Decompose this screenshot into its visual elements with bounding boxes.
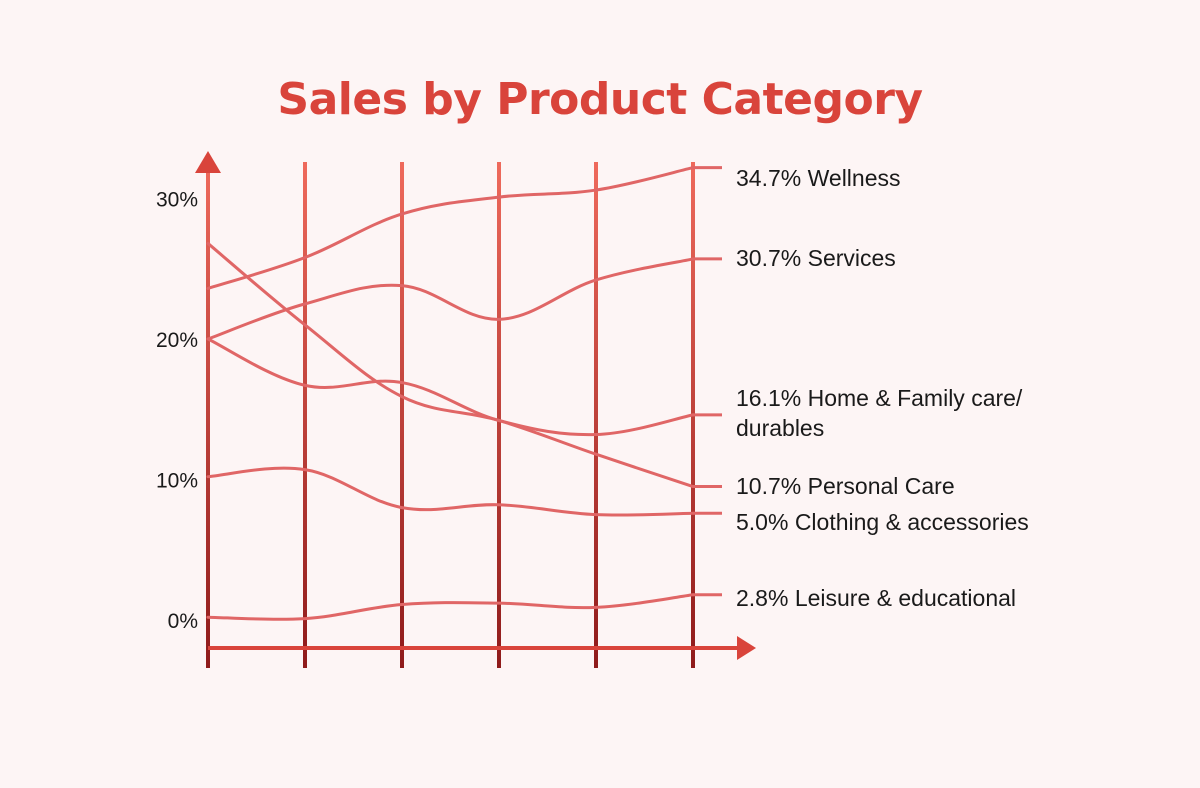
y-tick-label: 30%: [156, 189, 198, 212]
x-axis-arrow-icon: [737, 636, 756, 660]
series-label: 10.7% Personal Care: [736, 473, 955, 499]
series-label: 30.7% Services: [736, 245, 896, 271]
series-label: 2.8% Leisure & educational: [736, 585, 1016, 611]
series-label: 34.7% Wellness: [736, 165, 901, 191]
series-label: 5.0% Clothing & accessories: [736, 509, 1029, 535]
series-line: [206, 466, 695, 517]
chart-title: Sales by Product Category: [277, 74, 923, 125]
series-line: [206, 166, 695, 290]
y-tick-label: 10%: [156, 470, 198, 493]
series-line: [206, 241, 695, 489]
y-tick-label: 20%: [156, 329, 198, 352]
series-line: [206, 257, 695, 341]
series-label: 16.1% Home & Family care/durables: [736, 385, 1023, 441]
y-tick-label: 0%: [168, 610, 198, 633]
series-line: [206, 593, 695, 621]
y-axis-arrow-icon: [195, 151, 221, 173]
series-line: [206, 337, 695, 437]
